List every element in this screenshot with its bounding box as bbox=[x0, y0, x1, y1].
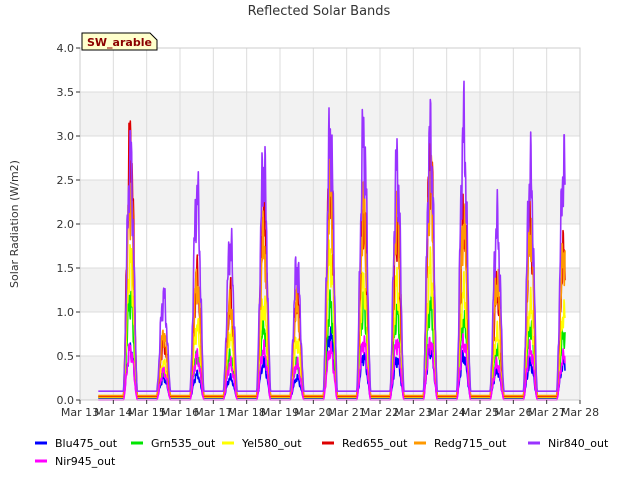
legend-label: Grn535_out bbox=[151, 437, 216, 450]
y-tick-label: 2.5 bbox=[57, 174, 75, 187]
x-tick-label: Mar 20 bbox=[294, 406, 332, 419]
y-tick-label: 4.0 bbox=[57, 42, 75, 55]
x-tick-label: Mar 15 bbox=[128, 406, 166, 419]
source-badge: SW_arable bbox=[81, 32, 158, 51]
legend-label: Blu475_out bbox=[55, 437, 118, 450]
y-axis-ticks: 0.0 0.5 1.0 1.5 2.0 2.5 3.0 3.5 4.0 bbox=[57, 42, 80, 407]
x-tick-label: Mar 22 bbox=[361, 406, 399, 419]
x-tick-label: Mar 24 bbox=[428, 406, 466, 419]
legend-item: Nir945_out bbox=[35, 455, 116, 468]
y-tick-label: 2.0 bbox=[57, 218, 75, 231]
x-tick-label: Mar 26 bbox=[494, 406, 532, 419]
x-tick-label: Mar 17 bbox=[194, 406, 232, 419]
series-line-yel580-out bbox=[97, 239, 566, 399]
y-tick-label: 0.0 bbox=[57, 394, 75, 407]
y-tick-label: 1.5 bbox=[57, 262, 75, 275]
legend-label: Red655_out bbox=[342, 437, 408, 450]
y-tick-label: 1.0 bbox=[57, 306, 75, 319]
series-layer bbox=[79, 47, 581, 401]
y-tick-label: 3.5 bbox=[57, 86, 75, 99]
legend-item: Redg715_out bbox=[414, 437, 507, 450]
legend-item: Blu475_out bbox=[35, 437, 118, 450]
x-tick-label: Mar 25 bbox=[461, 406, 499, 419]
series-line-nir840-out bbox=[97, 80, 566, 393]
legend-label: Nir945_out bbox=[55, 455, 116, 468]
series-line-blu475-out bbox=[97, 326, 566, 400]
x-tick-label: Mar 14 bbox=[94, 406, 132, 419]
y-axis-label: Solar Radiation (W/m2) bbox=[8, 160, 21, 288]
x-tick-label: Mar 28 bbox=[561, 406, 599, 419]
plot-band bbox=[80, 356, 580, 400]
badge-box bbox=[81, 32, 158, 51]
x-tick-label: Mar 19 bbox=[261, 406, 299, 419]
x-tick-label: Mar 23 bbox=[394, 406, 432, 419]
x-tick-label: Mar 13 bbox=[61, 406, 99, 419]
x-tick-label: Mar 18 bbox=[228, 406, 266, 419]
x-tick-label: Mar 16 bbox=[161, 406, 199, 419]
legend: Blu475_out Grn535_out Yel580_out Red655_out… bbox=[35, 437, 609, 468]
legend-item: Red655_out bbox=[322, 437, 408, 450]
legend-item: Grn535_out bbox=[131, 437, 216, 450]
badge-label: SW_arable bbox=[87, 36, 152, 49]
x-tick-label: Mar 21 bbox=[328, 406, 366, 419]
x-tick-label: Mar 27 bbox=[528, 406, 566, 419]
legend-label: Redg715_out bbox=[434, 437, 507, 450]
series-line-redg715-out bbox=[97, 150, 566, 397]
y-tick-label: 0.5 bbox=[57, 350, 75, 363]
legend-label: Nir840_out bbox=[548, 437, 609, 450]
legend-item: Yel580_out bbox=[222, 437, 302, 450]
legend-item: Nir840_out bbox=[528, 437, 609, 450]
y-tick-label: 3.0 bbox=[57, 130, 75, 143]
legend-label: Yel580_out bbox=[241, 437, 302, 450]
chart-title: Reflected Solar Bands bbox=[248, 4, 391, 19]
